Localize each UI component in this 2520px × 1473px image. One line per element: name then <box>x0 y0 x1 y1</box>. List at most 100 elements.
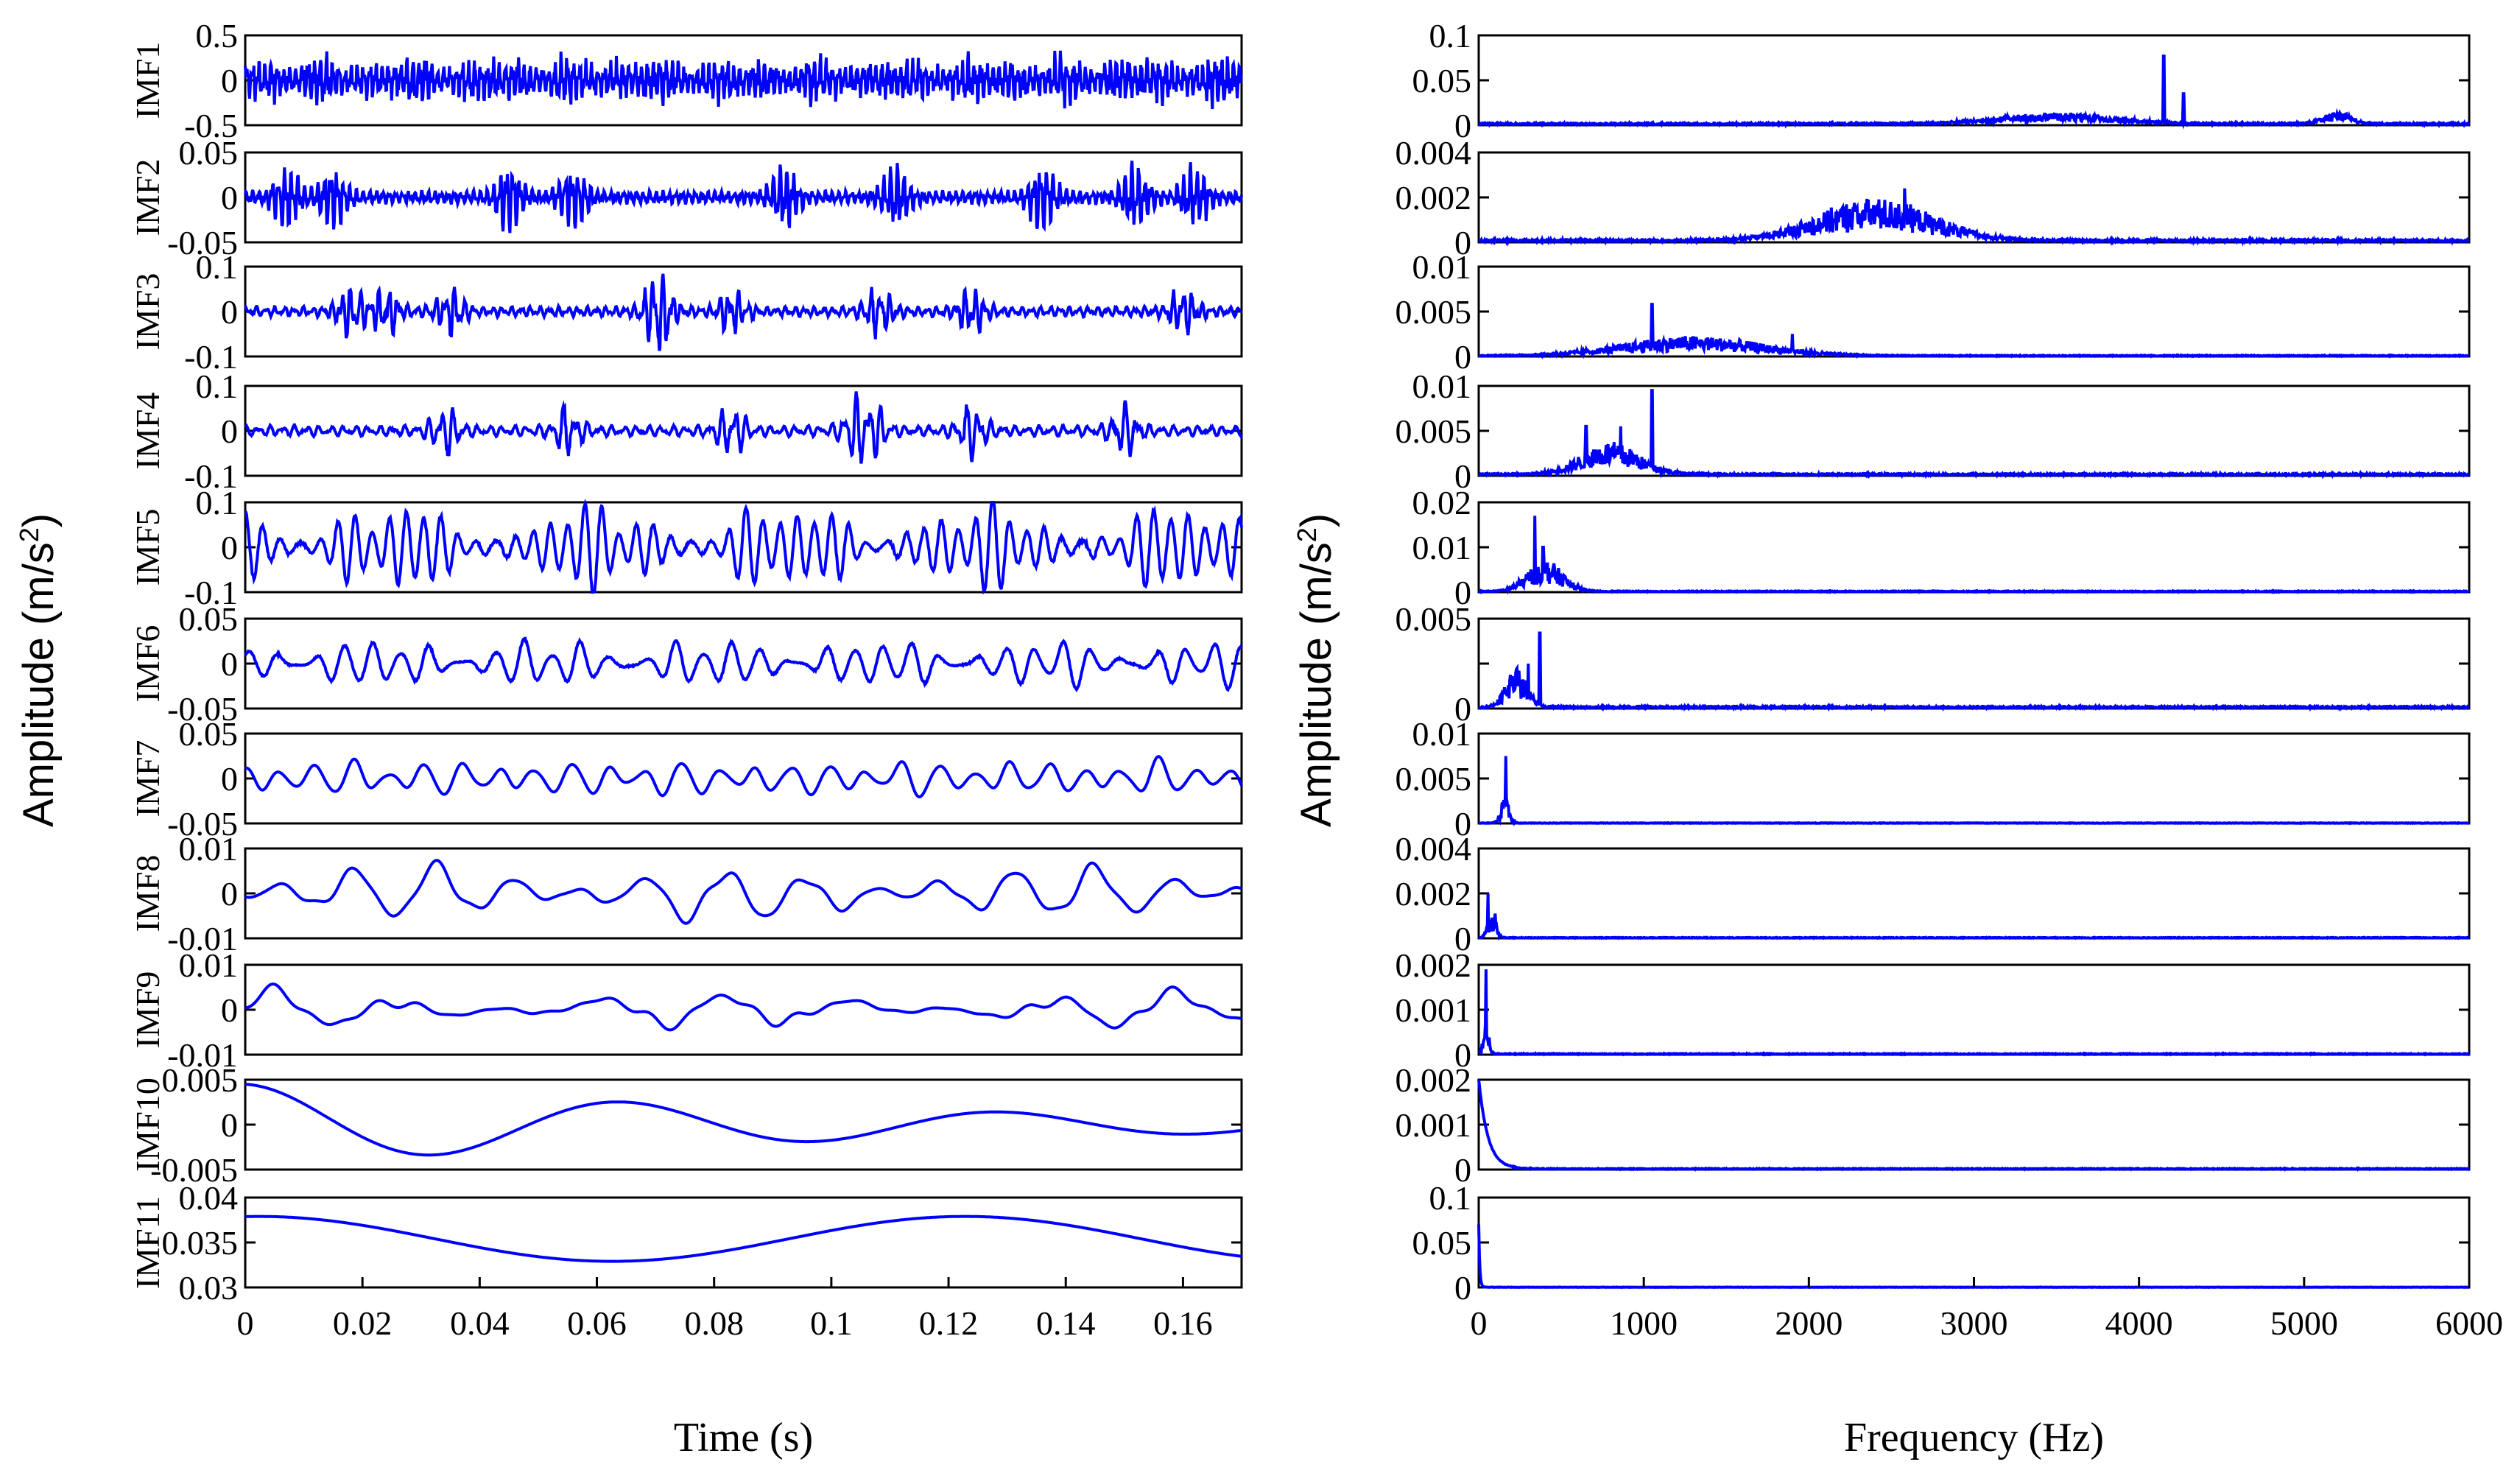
y-tick-label: 0.004 <box>1395 830 1472 868</box>
spectrum-panel-4-series-line <box>1478 389 2471 479</box>
y-tick-label: 0 <box>221 412 238 450</box>
y-axis-label-sup: 2 <box>14 527 44 542</box>
y-tick-label: 0 <box>1454 1269 1471 1307</box>
y-tick-label: 0.1 <box>1429 17 1472 55</box>
y-tick-label: 0.01 <box>1412 248 1472 286</box>
imf4-series-line <box>244 391 1243 464</box>
y-tick-label: 0 <box>221 760 238 798</box>
x-tick-label: 5000 <box>2270 1304 2338 1342</box>
spectrum-panel-8: 0.004 0.002 0 <box>1395 830 2471 957</box>
y-tick-label: -0.005 <box>150 1151 238 1189</box>
y-tick-label: -0.01 <box>167 1036 238 1074</box>
y-tick-label: 0 <box>1454 805 1471 843</box>
spectrum-panel-10-series-line <box>1477 1079 2471 1172</box>
x-tick-label: 6000 <box>2435 1304 2503 1342</box>
y-tick-label: 0 <box>1454 1151 1471 1189</box>
y-tick-label: -0.05 <box>167 224 238 261</box>
x-tick-label: 0.08 <box>684 1304 744 1342</box>
spectrum-panel-2-frame <box>1477 151 2471 244</box>
spectrum-panel-5-frame <box>1477 501 2471 594</box>
spectrum-panel-9-frame <box>1477 963 2471 1056</box>
spectrum-panel-2-series-line <box>1478 188 2470 247</box>
spectrum-panel-2: 0.004 0.002 0 <box>1395 134 2471 261</box>
imf8-series-line <box>244 859 1242 925</box>
x-tick-label: 0.14 <box>1036 1304 1096 1342</box>
y-tick-label: 0 <box>1454 690 1471 728</box>
spectrum-panel-10: 0.002 0.001 0 <box>1395 1061 2471 1189</box>
panel-label: IMF9 <box>129 971 166 1049</box>
spectrum-panel-11: 0.1 0.05 0 <box>1412 1179 2471 1307</box>
y-tick-label: 0 <box>1454 920 1471 957</box>
panel-imf3: 0.1 0 -0.1 IMF3 <box>129 248 1243 376</box>
spectrum-panel-9-series-line <box>1478 969 2471 1057</box>
y-tick-label: 0.01 <box>179 946 239 984</box>
spectrum-panel-7-frame <box>1477 732 2471 825</box>
imf1-series-line <box>244 50 1243 110</box>
spectrum-panel-7: 0.01 0.005 0 <box>1395 715 2471 843</box>
imf2-series-line <box>244 161 1243 233</box>
y-axis-label-close: ) <box>1292 513 1340 527</box>
y-tick-label: 0.002 <box>1395 875 1472 913</box>
y-tick-label: -0.05 <box>167 805 238 843</box>
y-tick-label: 0 <box>1454 457 1471 495</box>
y-tick-label: 0.01 <box>1412 529 1472 566</box>
spectrum-panel-11-frame <box>1477 1196 2471 1289</box>
y-tick-label: 0.02 <box>1412 484 1472 521</box>
x-tick-label: 0 <box>1471 1304 1488 1342</box>
y-tick-label: 0.005 <box>1395 293 1472 331</box>
spectrum-panel-8-series-line <box>1479 893 2470 941</box>
y-axis-label-close: ) <box>15 513 63 527</box>
y-tick-label: 0 <box>221 875 238 913</box>
y-tick-label: 0.035 <box>162 1224 239 1262</box>
y-tick-label: -0.01 <box>167 920 238 957</box>
x-axis-label: Time (s) <box>674 1415 813 1460</box>
y-tick-label: 0.004 <box>1395 134 1472 172</box>
spectrum-chart: Amplitude (m/s2)0.10.0500.0040.00200.010… <box>1292 17 2503 1460</box>
y-tick-label: 0.001 <box>1395 1106 1472 1144</box>
panel-label: IMF5 <box>129 509 166 586</box>
y-tick-label: 0.1 <box>1429 1179 1472 1217</box>
imf7-series-line <box>244 755 1243 799</box>
spectrum-panel-1-frame <box>1477 34 2471 127</box>
y-tick-label: 0.05 <box>179 600 239 638</box>
x-tick-label: 0 <box>237 1304 254 1342</box>
y-tick-label: 0 <box>221 179 238 217</box>
y-tick-label: 0.1 <box>196 368 239 405</box>
y-axis-label: Amplitude (m/s2) <box>1292 513 1340 827</box>
panel-imf1: 0.5 0 -0.5 IMF1 <box>129 17 1243 144</box>
y-tick-label: 0.01 <box>179 830 239 868</box>
y-tick-label: -0.1 <box>184 338 238 376</box>
y-tick-label: 0 <box>1454 574 1471 611</box>
spectrum-panel-3-series-line <box>1478 303 2470 359</box>
panel-label: IMF6 <box>129 625 166 703</box>
x-tick-label: 0.02 <box>333 1304 393 1342</box>
time-domain-chart: Amplitude (m/s2)0.50-0.5IMF10.050-0.05IM… <box>14 17 1243 1460</box>
x-tick-label: 0.16 <box>1153 1304 1213 1342</box>
panel-imf5: 0.1 0 -0.1 IMF5 <box>129 484 1243 611</box>
y-tick-label: 0.001 <box>1395 991 1472 1029</box>
imf11-series-line <box>245 1214 1242 1263</box>
imf10-series-line <box>244 1083 1242 1157</box>
y-tick-label: 0.05 <box>1412 62 1472 99</box>
panel-imf11-frame <box>244 1196 1243 1289</box>
y-tick-label: 0.002 <box>1395 1061 1472 1099</box>
x-tick-label: 3000 <box>1940 1304 2008 1342</box>
spectrum-panel-4: 0.01 0.005 0 <box>1395 368 2471 495</box>
spectrum-panel-7-series-line <box>1478 756 2469 826</box>
y-tick-label: 0.002 <box>1395 179 1472 217</box>
y-tick-label: 0.05 <box>179 715 239 753</box>
imf6-series-line <box>244 636 1243 693</box>
y-tick-label: 0.01 <box>1412 715 1472 753</box>
y-tick-label: 0.05 <box>1412 1224 1472 1262</box>
y-axis-label-sup: 2 <box>1292 527 1322 542</box>
panel-label: IMF11 <box>129 1196 166 1289</box>
x-tick-label: 0.06 <box>567 1304 627 1342</box>
spectrum-panel-8-frame <box>1477 847 2471 940</box>
spectrum-panel-3-frame <box>1477 265 2471 358</box>
y-tick-label: 0 <box>1454 1036 1471 1074</box>
